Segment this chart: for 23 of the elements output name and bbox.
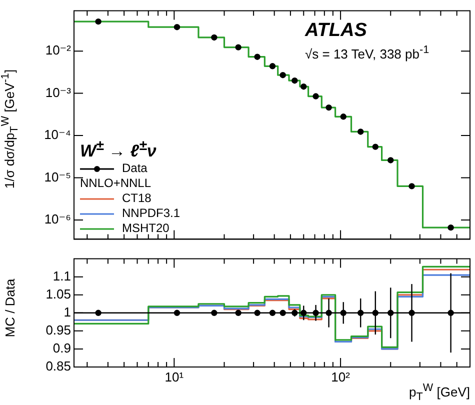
annotation: ATLAS [305,20,367,42]
text: MSHT20 [122,221,170,235]
x-tick-label: 10¹ [164,369,184,384]
legend-label: Data [122,161,148,175]
text: CT18 [122,191,152,205]
legend-title: W$^{±}$ → ℓ$^{±}$ν [80,138,158,161]
y-tick-label: 1 [64,304,71,320]
y-tick-label: 0.9 [52,340,71,356]
y-tick-label: 10⁻⁴ [44,127,71,142]
annotation: √s = 13 TeV, 338 pb$^{-1}$ [305,44,430,62]
y-tick-label: 0.95 [46,322,71,338]
y-tick-label: 0.85 [46,358,71,374]
y-tick-label: 1.05 [46,286,71,302]
y-tick-label: 1.1 [52,268,71,284]
y-tick-label: 10⁻³ [45,84,72,100]
y-tick-label: 10⁻² [45,42,72,58]
y-tick-label: 10⁻⁵ [44,169,71,184]
annotation: NNLO+NNLL [80,176,152,191]
x-tick-label: 10² [331,369,351,384]
y-tick-label: 10⁻⁶ [44,212,71,227]
y-axis-title: MC / Data [2,278,18,337]
text: NNPDF3.1 [122,206,180,220]
x-axis-title: p$_{T}$$^{W}$ [GeV] [409,382,470,403]
